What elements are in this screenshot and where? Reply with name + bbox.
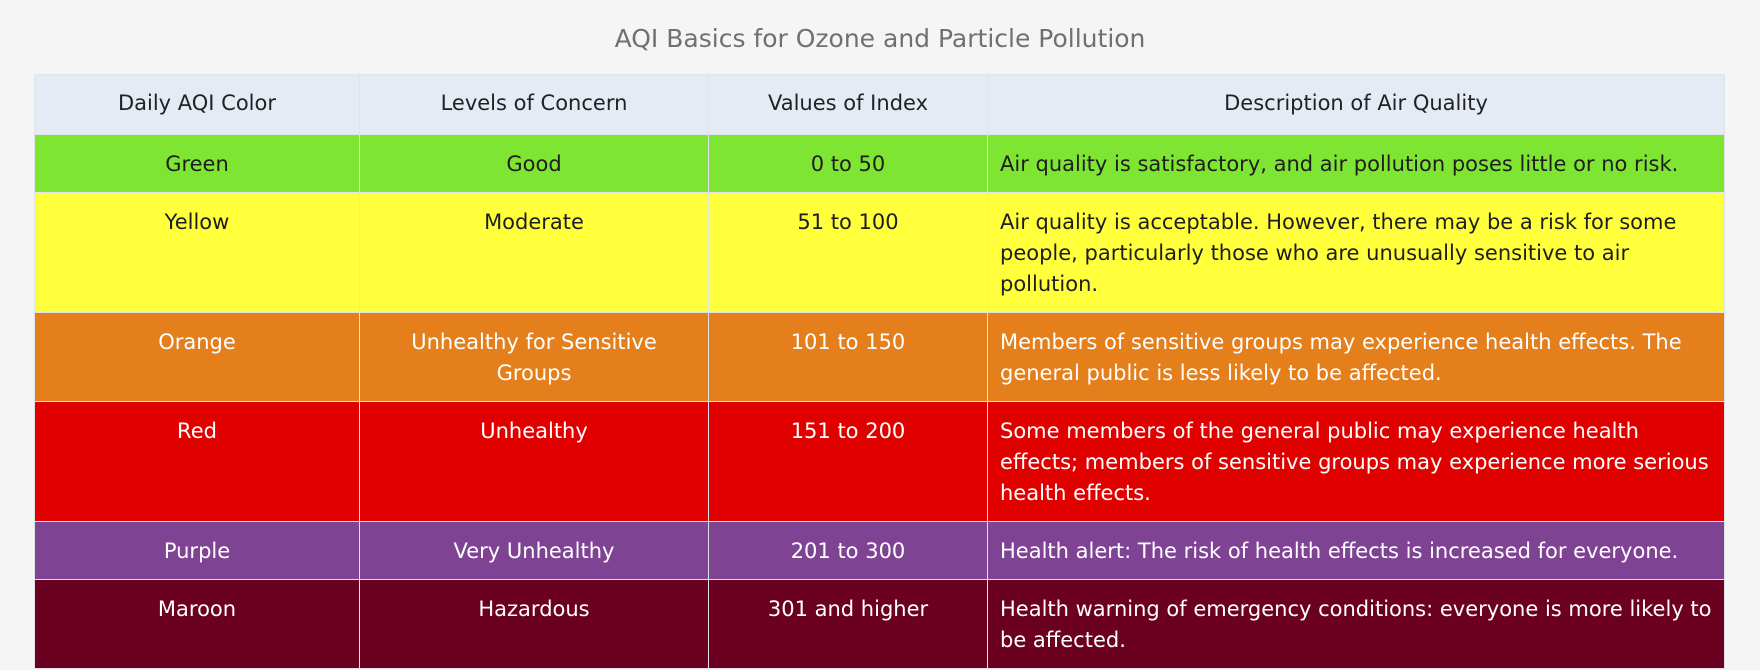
- table-row: Red Unhealthy 151 to 200 Some members of…: [34, 401, 1725, 522]
- cell-description: Air quality is acceptable. However, ther…: [987, 192, 1725, 313]
- cell-description: Health warning of emergency conditions: …: [987, 579, 1725, 669]
- table-row: Maroon Hazardous 301 and higher Health w…: [34, 579, 1725, 669]
- cell-values: 151 to 200: [708, 401, 988, 522]
- table-row: Green Good 0 to 50 Air quality is satisf…: [34, 134, 1725, 193]
- cell-values: 101 to 150: [708, 312, 988, 402]
- cell-concern: Very Unhealthy: [359, 521, 709, 580]
- table-header-row: Daily AQI Color Levels of Concern Values…: [34, 74, 1725, 135]
- aqi-table: Daily AQI Color Levels of Concern Values…: [34, 74, 1725, 669]
- cell-description: Health alert: The risk of health effects…: [987, 521, 1725, 580]
- cell-description: Some members of the general public may e…: [987, 401, 1725, 522]
- cell-color: Purple: [34, 521, 360, 580]
- cell-concern: Unhealthy for Sensitive Groups: [359, 312, 709, 402]
- header-values: Values of Index: [708, 74, 988, 135]
- cell-concern: Good: [359, 134, 709, 193]
- header-color: Daily AQI Color: [34, 74, 360, 135]
- cell-description: Members of sensitive groups may experien…: [987, 312, 1725, 402]
- cell-color: Maroon: [34, 579, 360, 669]
- cell-color: Yellow: [34, 192, 360, 313]
- header-description: Description of Air Quality: [987, 74, 1725, 135]
- cell-values: 0 to 50: [708, 134, 988, 193]
- table-row: Yellow Moderate 51 to 100 Air quality is…: [34, 192, 1725, 313]
- cell-values: 51 to 100: [708, 192, 988, 313]
- page-title: AQI Basics for Ozone and Particle Pollut…: [614, 24, 1146, 53]
- table-row: Orange Unhealthy for Sensitive Groups 10…: [34, 312, 1725, 402]
- header-concern: Levels of Concern: [359, 74, 709, 135]
- cell-color: Orange: [34, 312, 360, 402]
- cell-color: Green: [34, 134, 360, 193]
- cell-values: 201 to 300: [708, 521, 988, 580]
- table-row: Purple Very Unhealthy 201 to 300 Health …: [34, 521, 1725, 580]
- cell-description: Air quality is satisfactory, and air pol…: [987, 134, 1725, 193]
- cell-concern: Moderate: [359, 192, 709, 313]
- cell-values: 301 and higher: [708, 579, 988, 669]
- cell-concern: Unhealthy: [359, 401, 709, 522]
- cell-color: Red: [34, 401, 360, 522]
- cell-concern: Hazardous: [359, 579, 709, 669]
